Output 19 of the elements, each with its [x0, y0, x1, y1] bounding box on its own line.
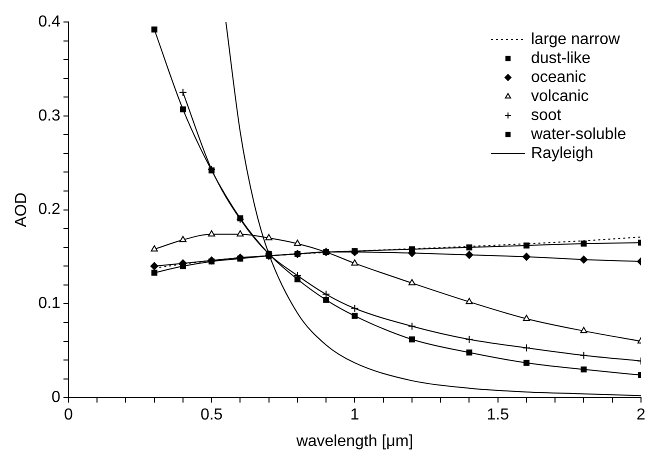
legend-label: large narrow: [531, 30, 620, 48]
x-tick-label: 2: [636, 406, 646, 424]
x-tick-label: 0.5: [200, 406, 223, 424]
legend-label: oceanic: [531, 68, 586, 86]
y-tick-label: 0.3: [38, 107, 61, 124]
x-tick-label: 0: [64, 406, 73, 424]
x-tick-label: 1: [350, 406, 360, 424]
y-tick-label: 0.2: [38, 201, 61, 218]
legend-label: soot: [531, 106, 562, 124]
legend-label: Rayleigh: [531, 144, 594, 162]
x-axis-title: wavelength [μm]: [295, 432, 414, 450]
y-axis-title: AOD: [13, 192, 30, 228]
legend-label: water-soluble: [530, 126, 626, 143]
y-tick-label: 0.1: [38, 295, 61, 312]
x-tick-label: 1.5: [486, 406, 510, 424]
legend-label: volcanic: [531, 88, 589, 105]
y-tick-label: 0: [52, 389, 61, 406]
legend-label: dust-like: [531, 50, 591, 67]
y-tick-label: 0.4: [38, 13, 61, 30]
